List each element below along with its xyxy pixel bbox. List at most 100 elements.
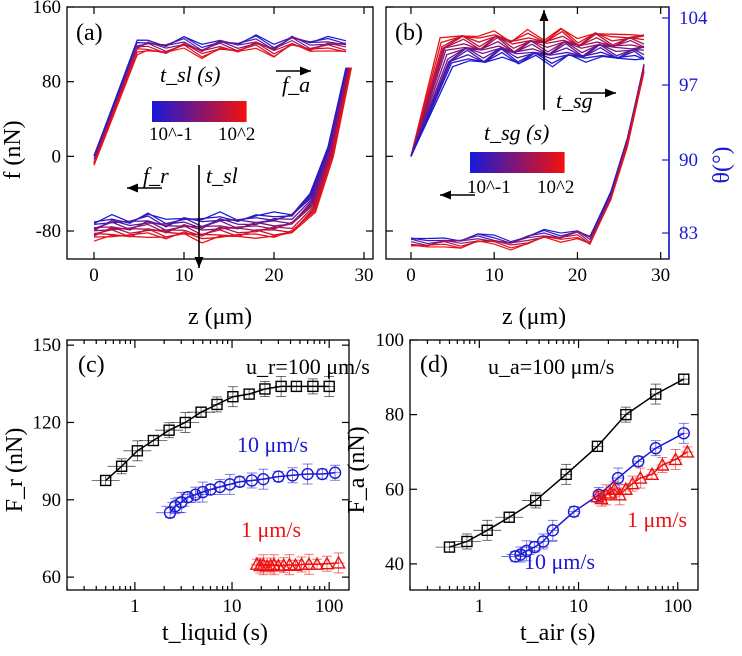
panel-a-colorbar-max: 10^2 [218, 124, 255, 145]
panel-a-colorbar-step-25 [227, 101, 231, 122]
panel-b-colorbar-step-24 [542, 152, 546, 173]
panel-d-series-2-point-7 [567, 505, 581, 518]
panel-b-colorbar-step-11 [501, 152, 506, 173]
panel-b-colorbar-min: 10^-1 [467, 177, 511, 198]
panel-b-colorbar-step-3 [476, 152, 480, 173]
panel-c-series-2-point-17 [328, 466, 342, 479]
panel-c-frame [66, 339, 350, 591]
panel-c-series-1-point-8 [211, 398, 223, 411]
panel-d-series-2-point-9 [611, 471, 625, 485]
panel-d-series-1-point-4 [503, 511, 515, 523]
panel-d-series-1-point-3 [481, 524, 493, 536]
panel-a-ytick-label-1: 80 [42, 72, 61, 93]
panel-b-ytick-right-label-0: 104 [679, 8, 708, 29]
panel-a-colorbar-step-7 [170, 101, 175, 122]
panel-c-ytick-label-2: 120 [33, 412, 62, 433]
panel-c-series-2-point-5 [189, 488, 202, 501]
panel-a-receding-trace-4 [93, 67, 348, 230]
panel-a-colorbar-step-2 [155, 101, 159, 122]
panel-c-series-1-point-1 [99, 474, 112, 487]
panel-b-colorbar-step-15 [513, 152, 518, 173]
panel-b-xtick-label-2: 20 [568, 265, 587, 286]
panel-a-fr-arrow-head [127, 183, 138, 193]
panel-a-colorbar-step-23 [220, 101, 225, 122]
panel-d-ytick-label-3: 100 [376, 330, 405, 351]
panel-a-advancing-trace-5 [93, 36, 347, 163]
panel-d-ylabel: F_a (nN) [344, 426, 370, 513]
panel-a-colorbar-step-11 [183, 101, 188, 122]
panel-c-series-3-point-15 [331, 555, 346, 569]
panel-d-series-2-point-12 [677, 427, 690, 440]
panel-a-colorbar-step-30 [242, 101, 247, 122]
panel-a-xtick-label-3: 30 [355, 265, 374, 286]
panel-b-colorbar-step-12 [504, 152, 509, 173]
panel-c-series-1-point-13 [290, 380, 303, 393]
panel-a-receding-trace-12 [93, 67, 352, 238]
panel-a-fa-label: f_a [282, 72, 310, 97]
panel-d-series-3-point-11 [655, 457, 670, 471]
panel-c-series-2-point-13 [272, 470, 285, 483]
panel-b-colorbar-step-10 [498, 152, 502, 173]
panel-d-series-3-point-9 [633, 470, 648, 484]
panel-c-series-3-point-12 [301, 556, 317, 570]
panel-b-colorbar-step-17 [520, 152, 524, 173]
panel-b-colorbar-step-26 [548, 152, 553, 173]
panel-a-colorbar-step-14 [192, 101, 197, 122]
panel-a-ytick-label-0: 160 [33, 0, 62, 18]
panel-a-colorbar-step-13 [189, 101, 194, 122]
panel-b-colorbar-step-7 [488, 152, 493, 173]
panel-b-colorbar-step-1 [470, 152, 474, 173]
panel-a-receding-trace-8 [93, 67, 350, 234]
panel-d-xtick-label-2: 100 [664, 596, 693, 617]
panel-c-ytick-label-1: 90 [42, 490, 61, 511]
panel-d-series-3-label: 1 μm/s [627, 507, 687, 532]
panel-a-colorbar-title: t_sl (s) [160, 62, 221, 87]
panel-b-colorbar [470, 152, 565, 173]
panel-b-colorbar-step-8 [491, 152, 496, 173]
panel-c-series-2-point-16 [316, 467, 329, 481]
panel-d-series-1-point-1 [443, 541, 456, 553]
panel-a-colorbar-step-4 [161, 101, 166, 122]
panel-d-xtick-label-0: 1 [475, 596, 485, 617]
panel-d-series-3-point-1 [590, 489, 605, 503]
panel-b-receding-trace-8 [410, 71, 645, 251]
panel-b-colorbar-step-18 [523, 152, 527, 173]
panel-a-ytick-label-3: -80 [36, 221, 61, 242]
panel-d-ytick-label-1: 60 [385, 479, 404, 500]
panel-b-ylabel: θ(°) [709, 146, 735, 183]
panel-a-letter: (a) [76, 20, 103, 46]
panel-c-series-3-point-3 [256, 557, 271, 571]
panel-d-series-2-point-2 [514, 548, 527, 561]
panel-d-series-3-point-10 [644, 466, 660, 481]
panel-c-series-1-point-10 [243, 388, 255, 400]
panel-b-colorbar-step-25 [545, 152, 549, 173]
panel-c-series-2-point-7 [204, 483, 217, 496]
panel-c-series-2-point-2 [169, 500, 182, 513]
panel-c-series-1-point-14 [307, 380, 319, 393]
panel-b-xlabel: z (μm) [502, 304, 566, 330]
panel-d-series-1-point-2 [461, 535, 473, 548]
panel-b-colorbar-step-30 [560, 152, 565, 173]
panel-d-series-1-point-6 [560, 468, 572, 481]
panel-b-tsg-arrow-head [539, 10, 549, 21]
panel-c-series-1-point-9 [227, 391, 239, 403]
panel-c-series-1-point-11 [259, 383, 271, 395]
panel-a-ytick-label-2: 0 [52, 146, 62, 167]
panel-a-colorbar-step-19 [208, 101, 213, 122]
panel-d-ytick-label-2: 80 [385, 405, 404, 426]
panel-b-advancing-trace-3 [410, 30, 645, 157]
panel-a-receding-trace-13 [93, 67, 352, 240]
panel-a-colorbar-step-15 [195, 101, 200, 122]
panel-b-colorbar-step-13 [507, 152, 512, 173]
panel-c-ytick-label-3: 150 [33, 335, 62, 356]
panel-c-xlabel: t_liquid (s) [162, 620, 268, 646]
panel-d-xlabel: t_air (s) [520, 620, 595, 646]
panel-a-colorbar-step-21 [214, 101, 219, 122]
panel-b-colorbar-step-16 [517, 152, 521, 173]
panel-a-colorbar [152, 101, 247, 122]
panel-a-xtick-label-0: 0 [89, 265, 99, 286]
panel-c-series-1-point-6 [179, 416, 191, 429]
panel-a-colorbar-step-26 [230, 101, 235, 122]
panel-b-xtick-label-0: 0 [406, 265, 416, 286]
panel-d-series-1-point-9 [650, 388, 662, 400]
